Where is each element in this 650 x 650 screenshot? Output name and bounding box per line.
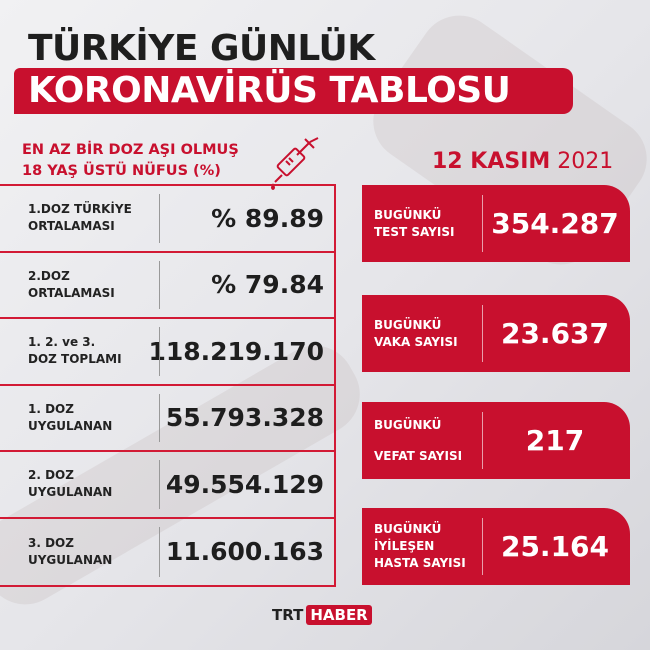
title-line-2: KORONAVİRÜS TABLOSU bbox=[14, 68, 573, 114]
table-row: 2.DOZ ORTALAMASI % 79.84 bbox=[0, 253, 334, 319]
row-value: 55.793.328 bbox=[165, 403, 324, 433]
table-row: 1. DOZ UYGULANAN 55.793.328 bbox=[0, 386, 334, 452]
card-value: 354.287 bbox=[491, 207, 619, 240]
card-case-count: BUGÜNKÜ VAKA SAYISI 23.637 bbox=[362, 295, 630, 372]
date: 12 KASIM 2021 bbox=[432, 149, 613, 174]
table-row: 1. 2. ve 3. DOZ TOPLAMI 118.219.170 bbox=[0, 319, 334, 386]
card-recovered-count: BUGÜNKÜ İYİLEŞEN HASTA SAYISI 25.164 bbox=[362, 508, 630, 585]
row-value: 49.554.129 bbox=[165, 469, 324, 499]
row-value: 11.600.163 bbox=[165, 537, 324, 567]
table-row: 1.DOZ TÜRKİYE ORTALAMASI % 89.89 bbox=[0, 186, 334, 253]
table-row: 2. DOZ UYGULANAN 49.554.129 bbox=[0, 452, 334, 519]
card-value: 217 bbox=[525, 424, 585, 457]
subtitle-line-1: EN AZ BİR DOZ AŞI OLMUŞ bbox=[22, 142, 239, 158]
card-test-count: BUGÜNKÜ TEST SAYISI 354.287 bbox=[362, 185, 630, 262]
row-label: 1.DOZ TÜRKİYE ORTALAMASI bbox=[28, 202, 132, 234]
date-day-month: 12 KASIM bbox=[432, 149, 551, 174]
row-label: 1. 2. ve 3. DOZ TOPLAMI bbox=[28, 335, 122, 367]
row-label: 3. DOZ UYGULANAN bbox=[28, 535, 113, 567]
vaccine-table: 1.DOZ TÜRKİYE ORTALAMASI % 89.89 2.DOZ ORTA… bbox=[0, 184, 336, 587]
subtitle-line-2: 18 YAŞ ÜSTÜ NÜFUS (%) bbox=[22, 163, 221, 179]
card-death-count: BUGÜNKÜ VEFAT SAYISI 217 bbox=[362, 402, 630, 479]
row-value: 118.219.170 bbox=[148, 336, 324, 366]
row-label: 2. DOZ UYGULANAN bbox=[28, 468, 113, 500]
row-value: % 89.89 bbox=[211, 203, 324, 233]
card-value: 25.164 bbox=[500, 530, 610, 563]
card-value: 23.637 bbox=[500, 317, 610, 350]
date-year: 2021 bbox=[557, 149, 614, 174]
row-label: 2.DOZ ORTALAMASI bbox=[28, 268, 115, 300]
row-label: 1. DOZ UYGULANAN bbox=[28, 401, 113, 433]
row-value: % 79.84 bbox=[211, 270, 324, 300]
syringe-icon bbox=[271, 137, 319, 190]
table-subtitle: EN AZ BİR DOZ AŞI OLMUŞ 18 YAŞ ÜSTÜ NÜFU… bbox=[22, 140, 239, 182]
title-line-1: TÜRKİYE GÜNLÜK bbox=[28, 28, 375, 69]
table-row: 3. DOZ UYGULANAN 11.600.163 bbox=[0, 519, 334, 586]
trt-haber-logo: TRT HABER bbox=[272, 605, 372, 625]
